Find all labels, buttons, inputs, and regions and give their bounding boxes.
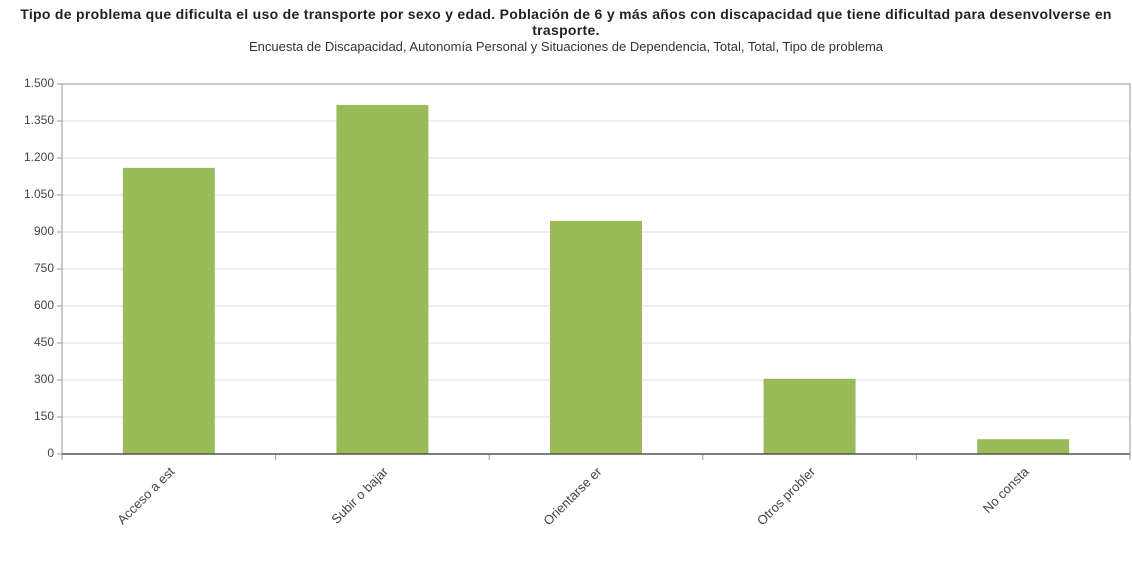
y-tick-label: 1.200 xyxy=(24,150,54,164)
bar xyxy=(336,104,429,454)
y-tick-label: 1.350 xyxy=(24,113,54,127)
x-tick-label: Subir o bajar xyxy=(328,463,391,526)
y-tick-label: 0 xyxy=(47,446,54,460)
chart-subtitle: Encuesta de Discapacidad, Autonomía Pers… xyxy=(248,39,884,54)
x-tick-label: No consta xyxy=(980,463,1033,516)
y-tick-label: 1.050 xyxy=(24,187,54,201)
chart-title: Tipo de problema que dificulta el uso de… xyxy=(20,6,1112,38)
y-tick-label: 300 xyxy=(34,372,54,386)
bar xyxy=(977,439,1070,454)
y-tick-label: 450 xyxy=(34,335,54,349)
y-tick-label: 900 xyxy=(34,224,54,238)
y-tick-label: 1.500 xyxy=(24,76,54,90)
y-tick-label: 150 xyxy=(34,409,54,423)
x-tick-label: Acceso a est xyxy=(114,464,178,528)
bar xyxy=(550,220,642,454)
x-tick-label: Orientarse er xyxy=(540,463,605,528)
y-tick-label: 750 xyxy=(34,261,54,275)
x-tick-label: Otros probler xyxy=(754,463,819,528)
bar xyxy=(122,167,215,454)
bar xyxy=(763,378,856,454)
y-tick-label: 600 xyxy=(34,298,54,312)
